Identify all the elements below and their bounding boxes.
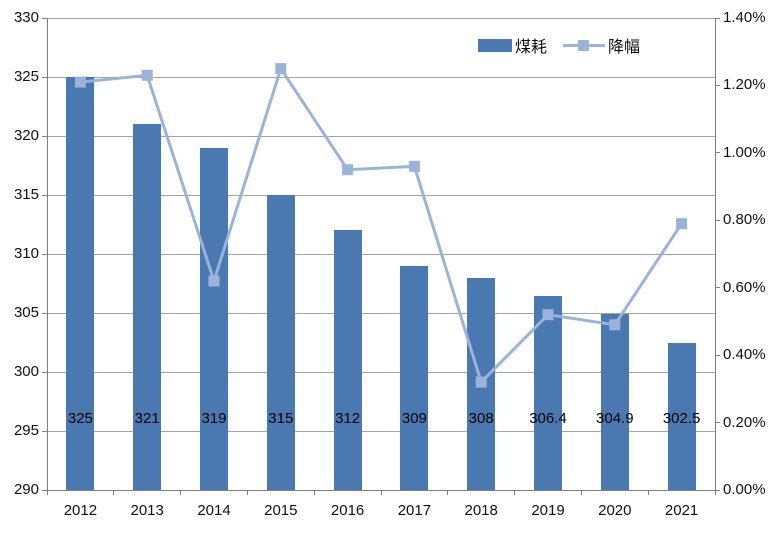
x-label-2013: 2013 — [130, 502, 164, 519]
y-right-label-0.40%: 0.40% — [723, 346, 766, 364]
bar-label-2015: 315 — [268, 410, 294, 427]
bar-2013 — [133, 124, 162, 490]
y-left-label-290: 290 — [13, 481, 39, 498]
y-left-label-295: 295 — [13, 422, 39, 439]
decline-rate-line — [80, 65, 683, 385]
left-axis-tick — [42, 135, 47, 137]
bar-2014 — [200, 147, 228, 490]
y-right-label-1.40%: 1.40% — [723, 9, 766, 26]
line-series-swatch — [563, 39, 606, 52]
x-axis-tick — [447, 490, 449, 495]
left-axis-tick — [42, 194, 47, 196]
x-axis-tick — [580, 490, 582, 495]
left-axis-tick — [42, 253, 47, 255]
y-right-label-0.60%: 0.60% — [723, 278, 766, 296]
y-left-label-305: 305 — [13, 304, 39, 321]
bar-2020 — [600, 314, 629, 490]
y-right-label-0.20%: 0.20% — [723, 413, 766, 431]
y-left-label-300: 300 — [13, 363, 39, 380]
bar-2018 — [467, 277, 496, 490]
right-axis-tick — [715, 287, 720, 289]
x-axis-tick — [113, 490, 115, 495]
right-axis-tick — [715, 489, 720, 491]
y-right-label-0.00%: 0.00% — [723, 481, 766, 498]
bar-2012 — [66, 77, 95, 490]
y-right-label-1.20%: 1.20% — [723, 76, 766, 94]
bar-label-2016: 312 — [335, 410, 361, 427]
line-marker-2013 — [141, 69, 153, 81]
y-left-label-320: 320 — [13, 127, 39, 144]
y-right-label-1.00%: 1.00% — [723, 143, 766, 161]
gridline-330 — [47, 17, 715, 19]
left-axis-line — [47, 18, 48, 495]
line-marker-2021 — [676, 218, 688, 230]
line-marker-2016 — [342, 164, 354, 176]
bar-2017 — [400, 265, 429, 490]
bar-label-2012: 325 — [67, 410, 93, 427]
x-label-2017: 2017 — [397, 502, 432, 519]
bar-label-2020: 304.9 — [596, 410, 634, 427]
left-axis-tick — [42, 371, 47, 373]
x-axis-tick — [380, 490, 382, 495]
left-axis-tick — [42, 430, 47, 432]
bar-2015 — [266, 195, 295, 490]
left-axis-tick — [42, 76, 47, 78]
bar-2016 — [333, 230, 362, 490]
gridline-325 — [47, 76, 715, 78]
bar-label-2013: 321 — [134, 410, 160, 427]
x-axis-tick — [46, 490, 48, 495]
x-axis-tick — [647, 490, 649, 495]
right-axis-tick — [715, 219, 720, 221]
x-axis-tick — [313, 490, 315, 495]
x-label-2014: 2014 — [197, 502, 231, 519]
right-axis-tick — [715, 422, 720, 424]
y-left-label-310: 310 — [13, 245, 39, 262]
x-label-2015: 2015 — [264, 502, 298, 519]
bar-label-2019: 306.4 — [529, 410, 567, 427]
legend-item-decline-rate: 降幅 — [563, 33, 640, 57]
x-axis-tick — [714, 490, 716, 495]
x-label-2019: 2019 — [531, 502, 565, 519]
left-axis-tick — [42, 489, 47, 491]
legend-label-coal-consumption: 煤耗 — [515, 39, 548, 56]
left-axis-tick — [42, 17, 47, 19]
bar-2019 — [534, 296, 562, 490]
y-right-label-0.80%: 0.80% — [723, 211, 766, 229]
y-left-label-315: 315 — [13, 186, 39, 203]
bar-label-2021: 302.5 — [662, 410, 701, 427]
bar-series-swatch — [478, 38, 512, 52]
bar-label-2014: 319 — [201, 410, 227, 427]
bottom-axis-line — [42, 490, 715, 491]
x-axis-tick — [180, 490, 182, 495]
y-left-label-330: 330 — [13, 9, 39, 26]
x-label-2012: 2012 — [63, 502, 98, 519]
bar-label-2017: 309 — [401, 410, 427, 427]
line-swatch-marker-icon — [578, 39, 590, 51]
right-axis-tick — [715, 152, 720, 154]
x-label-2018: 2018 — [464, 502, 498, 519]
legend-item-coal-consumption: 煤耗 — [478, 33, 547, 57]
right-axis-line — [715, 18, 716, 490]
right-axis-tick — [715, 17, 720, 19]
legend-label-decline-rate: 降幅 — [608, 39, 641, 56]
right-axis-tick — [715, 84, 720, 86]
line-marker-2017 — [408, 160, 420, 172]
x-axis-tick — [246, 490, 248, 495]
gridline-295 — [47, 430, 715, 432]
x-label-2020: 2020 — [598, 502, 632, 519]
x-label-2016: 2016 — [330, 502, 365, 519]
y-left-label-325: 325 — [13, 68, 39, 85]
bar-label-2018: 308 — [468, 410, 494, 427]
right-axis-tick — [715, 354, 720, 356]
legend: 煤耗 降幅 — [478, 33, 640, 57]
line-marker-2015 — [275, 63, 287, 75]
left-axis-tick — [42, 312, 47, 314]
x-axis-tick — [514, 490, 516, 495]
x-label-2021: 2021 — [664, 502, 699, 519]
